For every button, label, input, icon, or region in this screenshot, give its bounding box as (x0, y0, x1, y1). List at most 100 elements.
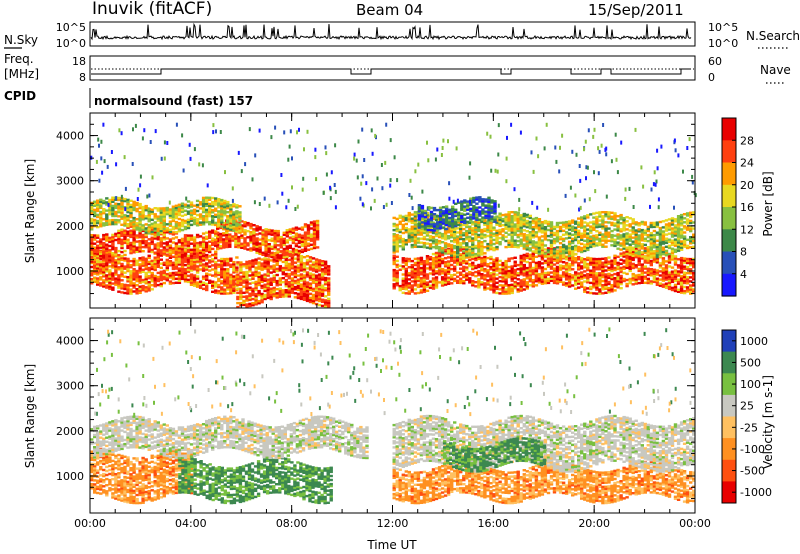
freq-left-label-2: [MHz] (4, 67, 39, 81)
heatmap-cell (214, 232, 218, 235)
heatmap-cell (159, 215, 163, 218)
heatmap-cell (586, 258, 590, 262)
heatmap-cell (153, 229, 157, 232)
heatmap-cell (625, 250, 629, 253)
heatmap-cell (180, 243, 185, 247)
heatmap-cell (226, 202, 230, 206)
heatmap-cell (513, 272, 517, 276)
heatmap-cell (270, 255, 274, 259)
heatmap-cell (135, 279, 139, 283)
heatmap-cell (577, 272, 581, 275)
heatmap-cell (195, 265, 200, 268)
heatmap-cell (434, 240, 439, 244)
heatmap-cell (171, 273, 176, 277)
heatmap-cell (395, 225, 399, 229)
heatmap-cell (156, 275, 160, 279)
heatmap-cell (117, 215, 121, 218)
heatmap-cell (531, 258, 535, 262)
heatmap-cell (434, 255, 439, 259)
heatmap-cell (534, 233, 539, 236)
heatmap-cell (586, 240, 590, 243)
heatmap-cell (226, 221, 230, 224)
heatmap-cell (437, 260, 442, 264)
heatmap-cell (174, 231, 179, 234)
heatmap-cell (522, 257, 526, 261)
heatmap-cell (205, 278, 209, 281)
heatmap-cell (138, 246, 142, 249)
heatmap-cell (525, 275, 529, 278)
heatmap-cell (425, 242, 430, 245)
heatmap-cell (431, 285, 436, 288)
heatmap-cell (303, 235, 308, 238)
heatmap-cell (93, 202, 97, 205)
heatmap-cell (99, 270, 103, 273)
heatmap-cell (513, 231, 517, 234)
heatmap-cell (138, 204, 142, 208)
heatmap-cell (540, 280, 545, 283)
heatmap-cell (401, 267, 405, 270)
heatmap-cell (580, 261, 584, 264)
heatmap-cell (673, 269, 678, 272)
heatmap-cell (201, 198, 206, 202)
heatmap-cell (174, 265, 179, 268)
heatmap-cell (102, 285, 106, 288)
heatmap-cell (401, 246, 405, 249)
heatmap-cell (239, 275, 243, 278)
heatmap-cell (634, 233, 638, 236)
heatmap-cell (510, 243, 514, 246)
heatmap-cell (689, 290, 693, 293)
heatmap-cell (159, 284, 163, 288)
heatmap-cell (237, 237, 241, 241)
heatmap-cell (574, 273, 578, 276)
heatmap-cell (189, 281, 194, 284)
heatmap-cell (443, 257, 448, 260)
heatmap-cell (561, 249, 566, 253)
nsky-trace (90, 22, 692, 41)
heatmap-cell (180, 271, 185, 274)
heatmap-cell (168, 252, 173, 255)
nsky-right-tick-top: 10^5 (708, 21, 738, 34)
heatmap-cell (561, 245, 566, 249)
heatmap-cell (111, 276, 115, 279)
heatmap-cell (410, 235, 414, 239)
heatmap-cell (162, 227, 166, 230)
heatmap-cell (480, 232, 484, 236)
heatmap-cell (552, 277, 557, 281)
heatmap-cell (144, 259, 148, 262)
heatmap-cell (93, 238, 97, 241)
heatmap-cell (299, 265, 304, 268)
heatmap-cell (264, 240, 268, 243)
heatmap-cell (174, 250, 179, 253)
heatmap-cell (240, 234, 244, 237)
heatmap-cell (537, 275, 542, 278)
heatmap-cell (192, 280, 197, 283)
heatmap-cell (126, 232, 130, 235)
heatmap-cell (546, 271, 551, 274)
heatmap-cell (217, 220, 221, 223)
heatmap-cell (607, 256, 611, 259)
heatmap-cell (258, 226, 262, 229)
heatmap-cell (226, 278, 230, 281)
heatmap-cell (239, 281, 243, 284)
heatmap-cell (486, 224, 490, 227)
heatmap-cell (504, 290, 508, 293)
heatmap-cell (492, 287, 496, 290)
heatmap-cell (649, 268, 653, 271)
heatmap-cell (302, 284, 307, 287)
heatmap-cell (546, 273, 551, 276)
heatmap-cell (177, 230, 182, 233)
heatmap-cell (201, 196, 206, 200)
heatmap-cell (528, 257, 532, 261)
heatmap-cell (273, 244, 277, 247)
heatmap-cell (234, 235, 238, 238)
heatmap-cell (111, 243, 115, 247)
heatmap-cell (619, 254, 623, 257)
heatmap-cell (236, 263, 240, 266)
heatmap-cell (571, 229, 575, 232)
heatmap-cell (595, 292, 599, 295)
heatmap-cell (519, 265, 523, 268)
heatmap-cell (637, 275, 641, 279)
heatmap-cell (456, 243, 460, 246)
heatmap-cell (183, 213, 188, 216)
heatmap-cell (434, 276, 439, 279)
